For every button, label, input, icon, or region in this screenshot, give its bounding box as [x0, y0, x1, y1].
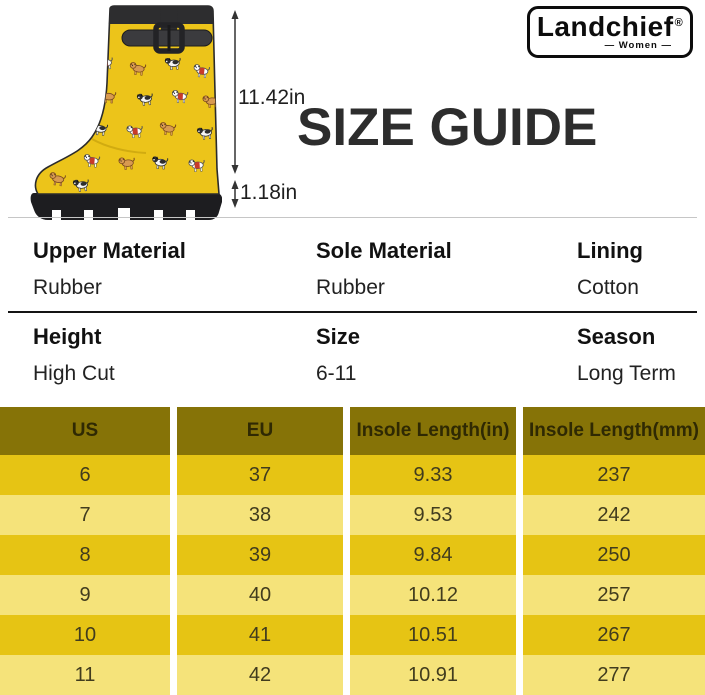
- spec-season: Season Long Term: [577, 324, 676, 385]
- table-header-cell: EU: [177, 407, 343, 455]
- spec-upper-material: Upper Material Rubber: [33, 238, 186, 299]
- spec-value: Rubber: [33, 276, 102, 299]
- spec-height: Height High Cut: [33, 324, 115, 385]
- page-title: SIZE GUIDE: [297, 98, 598, 157]
- spec-sole-material: Sole Material Rubber: [316, 238, 452, 299]
- spec-value: 6-11: [316, 362, 357, 385]
- table-cell: 42: [177, 655, 343, 695]
- boot-sole: [30, 193, 222, 221]
- table-cell: 9.53: [350, 495, 516, 535]
- table-cell: 37: [177, 455, 343, 495]
- spec-value: Long Term: [577, 362, 676, 385]
- table-cell: 242: [523, 495, 705, 535]
- table-cell: 9.33: [350, 455, 516, 495]
- table-cell: 10.51: [350, 615, 516, 655]
- table-cell: 257: [523, 575, 705, 615]
- table-cell: 8: [0, 535, 170, 575]
- table-cell: 277: [523, 655, 705, 695]
- spec-label: Sole Material: [316, 238, 452, 263]
- spec-label: Upper Material: [33, 238, 186, 263]
- registered-trademark-icon: ®: [674, 17, 684, 29]
- boot-height-arrow-icon: [231, 10, 239, 174]
- table-cell: 237: [523, 455, 705, 495]
- spec-value: Cotton: [577, 276, 639, 299]
- spec-label: Height: [33, 324, 102, 349]
- spec-lining: Lining Cotton: [577, 238, 643, 299]
- spec-label: Lining: [577, 238, 643, 263]
- boot-buckle-strap: [121, 7, 213, 54]
- spec-label: Season: [577, 324, 656, 349]
- spec-value: Rubber: [316, 276, 385, 299]
- divider-top: [8, 217, 697, 218]
- table-cell: 38: [177, 495, 343, 535]
- table-header-cell: US: [0, 407, 170, 455]
- sole-height-arrow-icon: [231, 180, 239, 208]
- brand-logo: Landchief® — Women —: [527, 6, 693, 58]
- table-cell: 250: [523, 535, 705, 575]
- table-cell: 10: [0, 615, 170, 655]
- size-table: US EU Insole Length(in) Insole Length(mm…: [0, 407, 705, 695]
- spec-value: High Cut: [33, 362, 115, 385]
- sole-height-label: 1.18in: [240, 181, 298, 204]
- table-cell: 40: [177, 575, 343, 615]
- table-cell: 9.84: [350, 535, 516, 575]
- table-cell: 39: [177, 535, 343, 575]
- table-cell: 9: [0, 575, 170, 615]
- table-cell: 41: [177, 615, 343, 655]
- table-cell: 11: [0, 655, 170, 695]
- table-cell: 10.12: [350, 575, 516, 615]
- table-cell: 7: [0, 495, 170, 535]
- divider-middle: [8, 311, 697, 313]
- table-cell: 267: [523, 615, 705, 655]
- boot-contour-line: [91, 138, 147, 154]
- brand-subtitle: — Women —: [604, 40, 672, 51]
- spec-label: Size: [316, 324, 361, 349]
- table-cell: 10.91: [350, 655, 516, 695]
- dimension-arrows: [231, 10, 239, 208]
- spec-size: Size 6-11: [316, 324, 361, 385]
- boot-image: [30, 5, 222, 221]
- table-header-cell: Insole Length(mm): [523, 407, 705, 455]
- brand-name: Landchief®: [536, 11, 684, 42]
- boot-height-label: 11.42in: [238, 86, 306, 109]
- table-cell: 6: [0, 455, 170, 495]
- table-header-cell: Insole Length(in): [350, 407, 516, 455]
